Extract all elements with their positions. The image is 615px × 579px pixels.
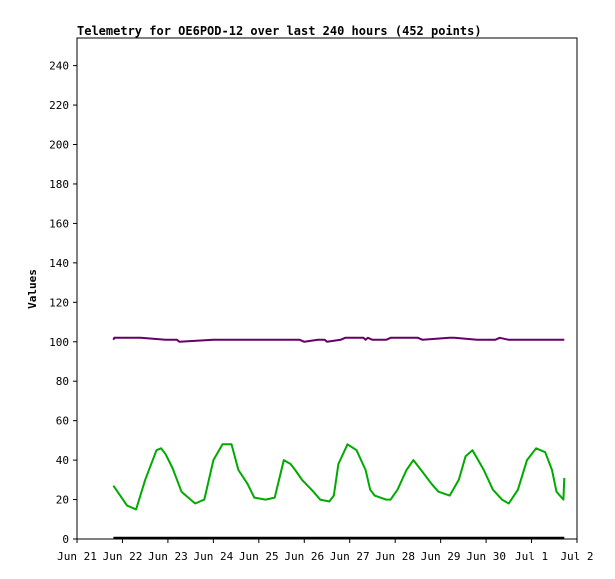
- x-tick-label: Jul 2: [560, 550, 593, 563]
- y-tick-label: 120: [49, 296, 69, 309]
- x-tick-label: Jun 25: [239, 550, 279, 563]
- series-line-1: [112, 443, 566, 511]
- y-tick-label: 100: [49, 336, 69, 349]
- x-tick-label: Jun 30: [466, 550, 506, 563]
- plot-area: [76, 37, 578, 540]
- y-tick-label: 160: [49, 217, 69, 230]
- y-tick-label: 140: [49, 257, 69, 270]
- y-tick-label: 180: [49, 178, 69, 191]
- x-tick-label: Jun 23: [148, 550, 188, 563]
- x-axis: Jun 21 Jun 22 Jun 23 Jun 24 Jun 25 Jun 26 Jun …: [57, 539, 594, 563]
- y-axis: 0 20 40 60 80 100 120 140 160 180 200 220 240: [49, 60, 77, 546]
- y-axis-label: Values: [26, 269, 39, 309]
- x-tick-label: Jun 29: [421, 550, 461, 563]
- y-tick-label: 80: [56, 375, 69, 388]
- y-tick-label: 20: [56, 494, 69, 507]
- x-tick-label: Jun 26: [284, 550, 324, 563]
- chart-title: Telemetry for OE6POD-12 over last 240 ho…: [77, 24, 482, 38]
- x-tick-label: Jun 21: [57, 550, 97, 563]
- x-tick-label: Jul 1: [515, 550, 548, 563]
- y-tick-label: 0: [62, 533, 69, 546]
- x-tick-label: Jun 22: [103, 550, 143, 563]
- y-tick-label: 240: [49, 60, 69, 73]
- y-tick-label: 220: [49, 99, 69, 112]
- y-tick-label: 200: [49, 139, 69, 152]
- x-tick-label: Jun 27: [330, 550, 370, 563]
- series-line-0: [112, 336, 565, 343]
- series-layer: [112, 336, 566, 539]
- x-tick-label: Jun 24: [193, 550, 233, 563]
- y-tick-label: 40: [56, 454, 69, 467]
- x-tick-label: Jun 28: [375, 550, 415, 563]
- y-tick-label: 60: [56, 415, 69, 428]
